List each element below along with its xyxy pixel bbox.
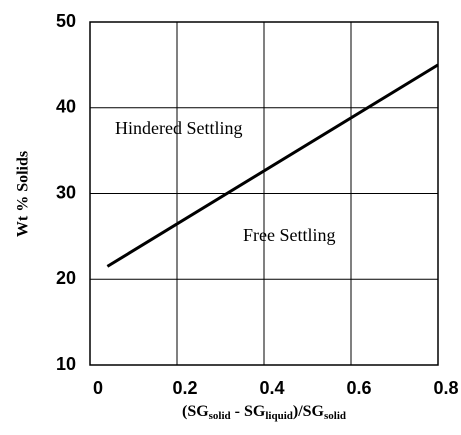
y-axis-label: Wt % Solids <box>15 151 32 237</box>
x-axis-label: (SGsolid - SGliquid)/SGsolid <box>182 403 346 422</box>
y-tick-label: 10 <box>56 354 76 374</box>
x-tick-label: 0.6 <box>346 378 371 398</box>
x-axis-label-part: liquid <box>265 410 293 422</box>
x-axis-label-part: solid <box>324 410 346 422</box>
x-axis-label-part: (SG <box>182 403 209 420</box>
x-tick-label: 0.4 <box>259 378 284 398</box>
annotation: Free Settling <box>243 225 336 245</box>
y-tick-label: 50 <box>56 11 76 31</box>
x-tick-label: 0.8 <box>433 378 458 398</box>
y-tick-label: 30 <box>56 182 76 202</box>
line <box>106 63 439 268</box>
x-tick-label: 0.2 <box>172 378 197 398</box>
annotation: Hindered Settling <box>115 118 242 138</box>
x-tick-label: 0 <box>93 378 103 398</box>
y-tick-label: 20 <box>56 268 76 288</box>
x-axis-label-part: )/SG <box>293 403 325 420</box>
plot-frame <box>89 21 439 366</box>
y-tick-label: 40 <box>56 97 76 117</box>
x-axis-label-part: - SG <box>231 403 266 420</box>
x-axis-label-part: solid <box>209 410 231 422</box>
